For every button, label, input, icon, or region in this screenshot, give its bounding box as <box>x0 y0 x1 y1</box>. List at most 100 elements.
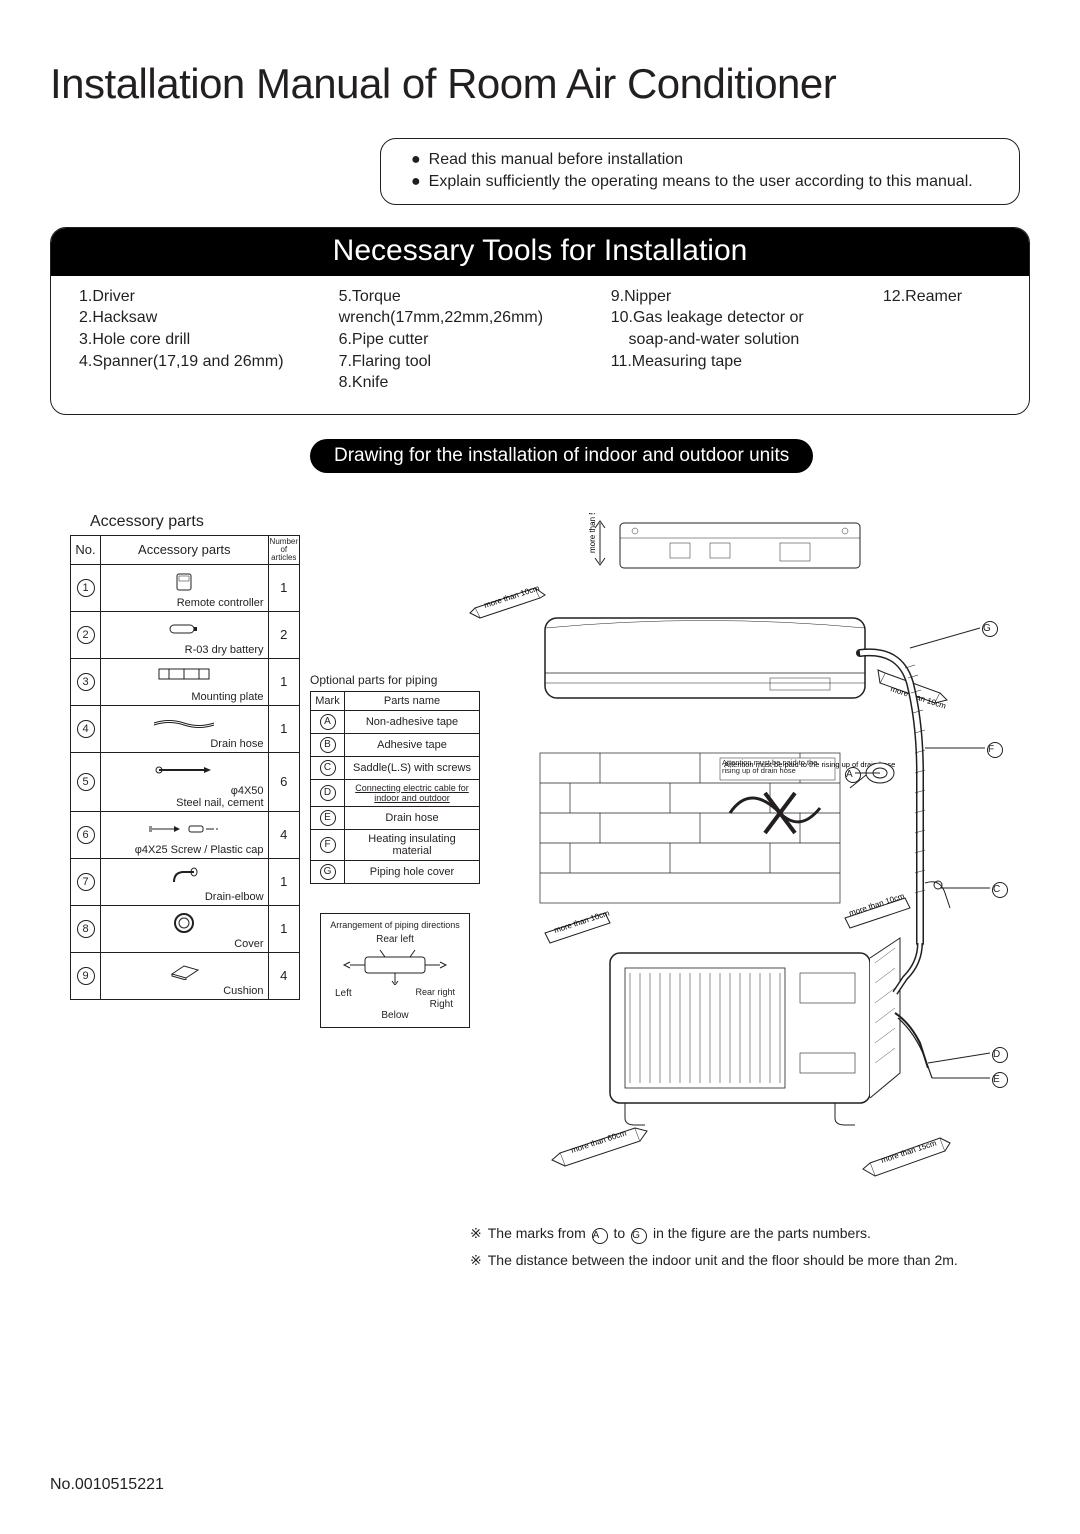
circled-number-icon: 4 <box>77 720 95 738</box>
circled-number-icon: 6 <box>77 826 95 844</box>
note-text: The marks from A to G in the figure are … <box>488 1223 871 1244</box>
tool-item: 4.Spanner(17,19 and 26mm) <box>79 351 319 373</box>
acc-th-name: Accessory parts <box>101 535 269 564</box>
tools-header: Necessary Tools for Installation <box>51 228 1029 276</box>
drain-elbow-icon <box>164 866 204 886</box>
tool-item: 3.Hole core drill <box>79 329 319 351</box>
dir-label: Left <box>335 988 352 999</box>
bullet-icon: ● <box>411 149 421 171</box>
acc-qty: 4 <box>268 952 299 999</box>
acc-name: Cover <box>105 938 264 950</box>
mounting-plate-icon <box>154 665 214 687</box>
notice-text: Explain sufficiently the operating means… <box>429 171 973 193</box>
acc-th-no: No. <box>71 535 101 564</box>
tool-item: 6.Pipe cutter <box>339 329 591 351</box>
circled-number-icon: 3 <box>77 673 95 691</box>
acc-name: R-03 dry battery <box>105 644 264 656</box>
acc-qty: 1 <box>268 658 299 705</box>
drain-hose-icon <box>149 716 219 730</box>
reference-mark-icon: ※ <box>470 1250 482 1271</box>
notice-box: ● Read this manual before installation ● E… <box>380 138 1020 205</box>
top-clearance-arrow: more than 5cm <box>588 513 605 565</box>
callout-g: G <box>982 621 998 637</box>
tool-item: 11.Measuring tape <box>611 351 863 373</box>
bullet-icon: ● <box>411 171 421 193</box>
circled-letter-icon: D <box>320 785 336 801</box>
circled-number-icon: 1 <box>77 579 95 597</box>
table-row: 3 Mounting plate 1 <box>71 658 300 705</box>
note-text: The distance between the indoor unit and… <box>488 1250 958 1271</box>
nail-icon <box>149 763 219 777</box>
drawing-header-pill: Drawing for the installation of indoor a… <box>310 439 813 473</box>
indoor-unit-drawing <box>545 618 865 698</box>
acc-qty: 2 <box>268 611 299 658</box>
circled-number-icon: 8 <box>77 920 95 938</box>
notice-text: Read this manual before installation <box>429 149 683 171</box>
dir-label: Right <box>327 999 463 1010</box>
table-row: 4Drain hose1 <box>71 705 300 752</box>
circled-letter-icon: E <box>320 810 336 826</box>
tool-item: 7.Flaring tool <box>339 351 591 373</box>
table-row: 5φ4X50 Steel nail, cement6 <box>71 752 300 811</box>
tool-item: 12.Reamer <box>883 286 1009 308</box>
cushion-icon <box>164 960 204 980</box>
acc-name: φ4X50 Steel nail, cement <box>105 785 264 809</box>
callout-a: A <box>845 767 861 783</box>
mounting-plate-drawing <box>620 523 860 568</box>
tool-item: 1.Driver <box>79 286 319 308</box>
screw-cap-icon <box>144 821 224 837</box>
callout-e: E <box>992 1072 1008 1088</box>
callout-c: C <box>992 882 1008 898</box>
acc-qty: 1 <box>268 564 299 611</box>
cover-icon <box>169 913 199 933</box>
accessory-block: Accessory parts No. Accessory parts Numb… <box>70 513 300 1000</box>
tools-col: 9.Nipper 10.Gas leakage detector or soap… <box>611 286 863 394</box>
dir-label: Below <box>327 1010 463 1021</box>
outdoor-front-arrow: more than 60cm <box>552 1128 647 1166</box>
piping-directions-box: Arrangement of piping directions Rear le… <box>320 913 470 1028</box>
tools-col: 12.Reamer <box>883 286 1009 394</box>
reference-mark-icon: ※ <box>470 1223 482 1244</box>
circled-number-icon: 2 <box>77 626 95 644</box>
tool-item: 2.Hacksaw <box>79 307 319 329</box>
acc-th-qty: Number of articles <box>268 535 299 564</box>
tool-item: soap-and-water solution <box>611 329 863 351</box>
tool-item: 10.Gas leakage detector or <box>611 307 863 329</box>
circled-letter-icon: F <box>320 837 336 853</box>
saddle-icon <box>925 881 950 908</box>
circled-letter-icon: C <box>320 760 336 776</box>
circled-letter-icon: G <box>320 864 336 880</box>
piping-direction-icon <box>330 945 460 985</box>
remote-icon <box>169 572 199 592</box>
callout-d: D <box>992 1047 1008 1063</box>
tools-col: 1.Driver 2.Hacksaw 3.Hole core drill 4.S… <box>79 286 319 394</box>
acc-qty: 1 <box>268 858 299 905</box>
table-row: 8 Cover 1 <box>71 905 300 952</box>
svg-text:more than 5cm: more than 5cm <box>588 513 597 553</box>
tool-item: 9.Nipper <box>611 286 863 308</box>
acc-name: Mounting plate <box>105 691 264 703</box>
outdoor-left-arrow: more than 10cm <box>545 908 611 943</box>
circled-number-icon: 5 <box>77 773 95 791</box>
battery-icon <box>164 619 204 639</box>
opt-th-mark: Mark <box>311 691 345 710</box>
outdoor-right-arrow: more than 10cm <box>845 891 910 928</box>
outdoor-side-arrow: more than 15cm <box>863 1138 950 1176</box>
acc-name: Drain-elbow <box>105 891 264 903</box>
circled-number-icon: 9 <box>77 967 95 985</box>
acc-qty: 1 <box>268 705 299 752</box>
document-number: No.0010515221 <box>50 1476 164 1494</box>
table-row: 1Remote controller1 <box>71 564 300 611</box>
table-row: 6 φ4X25 Screw / Plastic cap 4 <box>71 811 300 858</box>
page-title: Installation Manual of Room Air Conditio… <box>50 60 1030 108</box>
callout-f: F <box>987 742 1003 758</box>
acc-qty: 1 <box>268 905 299 952</box>
acc-name: Cushion <box>105 985 264 997</box>
table-row: 9 Cushion 4 <box>71 952 300 999</box>
left-clearance-arrow: more than 10cm <box>470 583 545 618</box>
tools-col: 5.Torque wrench(17mm,22mm,26mm) 6.Pipe c… <box>339 286 591 394</box>
circled-number-icon: 7 <box>77 873 95 891</box>
acc-name: φ4X25 Screw / Plastic cap <box>105 844 264 856</box>
acc-qty: 4 <box>268 811 299 858</box>
tools-section: Necessary Tools for Installation 1.Drive… <box>50 227 1030 415</box>
